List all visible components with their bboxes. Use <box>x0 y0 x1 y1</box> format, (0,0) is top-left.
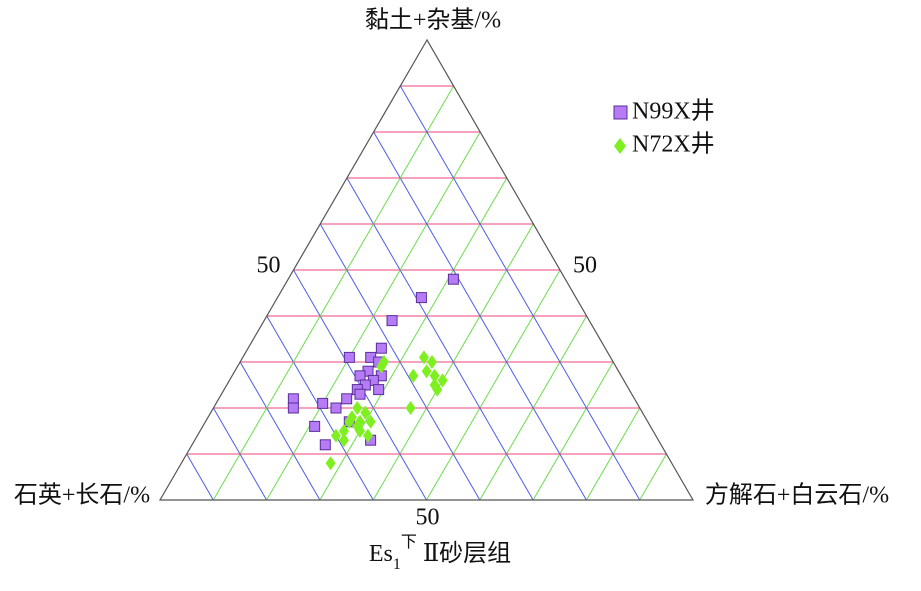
legend-marker <box>614 138 626 154</box>
data-point <box>354 370 366 382</box>
data-point <box>352 401 363 415</box>
data-point <box>319 439 331 451</box>
data-point <box>447 273 459 285</box>
right-axis-label: 方解石+白云石/% <box>705 482 889 509</box>
data-point <box>354 424 365 438</box>
legend-marker <box>613 105 628 120</box>
data-point <box>408 368 419 383</box>
grid-line <box>319 177 508 501</box>
data-point <box>376 359 387 374</box>
data-point <box>341 393 353 405</box>
data-point <box>437 373 448 388</box>
grid-line <box>399 85 641 501</box>
data-point <box>373 384 385 396</box>
data-point <box>330 402 342 414</box>
left-axis-label: 石英+长石/% <box>14 482 150 509</box>
data-point <box>317 397 329 409</box>
data-point <box>354 388 366 400</box>
data-point <box>287 402 299 414</box>
data-point <box>287 393 299 405</box>
data-point <box>309 420 321 432</box>
title-main: Es <box>369 541 393 567</box>
grid-line <box>239 361 321 501</box>
data-point <box>375 342 387 354</box>
tick-label: 50 <box>257 253 281 279</box>
data-point <box>362 428 373 443</box>
grid-line <box>426 269 561 501</box>
data-point <box>338 433 349 448</box>
data-point <box>330 428 341 443</box>
tick-label: 50 <box>573 253 597 279</box>
chart-title: Es1下 Ⅱ砂层组 <box>369 534 511 573</box>
tick-label: 50 <box>416 505 440 531</box>
legend-label: N72X井 <box>632 131 715 158</box>
data-point <box>338 424 349 438</box>
title-rest: Ⅱ砂层组 <box>423 540 511 567</box>
title-sup: 下 <box>401 534 417 551</box>
triangle-frame <box>158 38 695 501</box>
data-point <box>418 350 429 365</box>
grid-line <box>212 85 455 501</box>
legend-label: N99X井 <box>632 98 715 125</box>
grid-line <box>532 361 614 501</box>
top-axis-label: 黏土+杂基/% <box>365 7 501 34</box>
data-point <box>386 315 398 327</box>
grid-line <box>373 131 587 501</box>
data-point <box>405 401 416 415</box>
data-point <box>360 405 371 420</box>
data-point <box>344 414 355 429</box>
data-point <box>415 292 427 304</box>
data-point <box>432 382 443 397</box>
grid-line <box>346 177 534 501</box>
data-point <box>421 364 432 379</box>
data-point <box>429 368 440 383</box>
title-sub: 1 <box>393 556 401 573</box>
grid-line <box>639 453 667 501</box>
grid-line <box>186 453 214 501</box>
grid-line <box>266 131 481 501</box>
data-point <box>325 456 336 471</box>
data-point <box>426 355 437 369</box>
data-point <box>343 351 355 363</box>
data-point <box>365 414 376 429</box>
